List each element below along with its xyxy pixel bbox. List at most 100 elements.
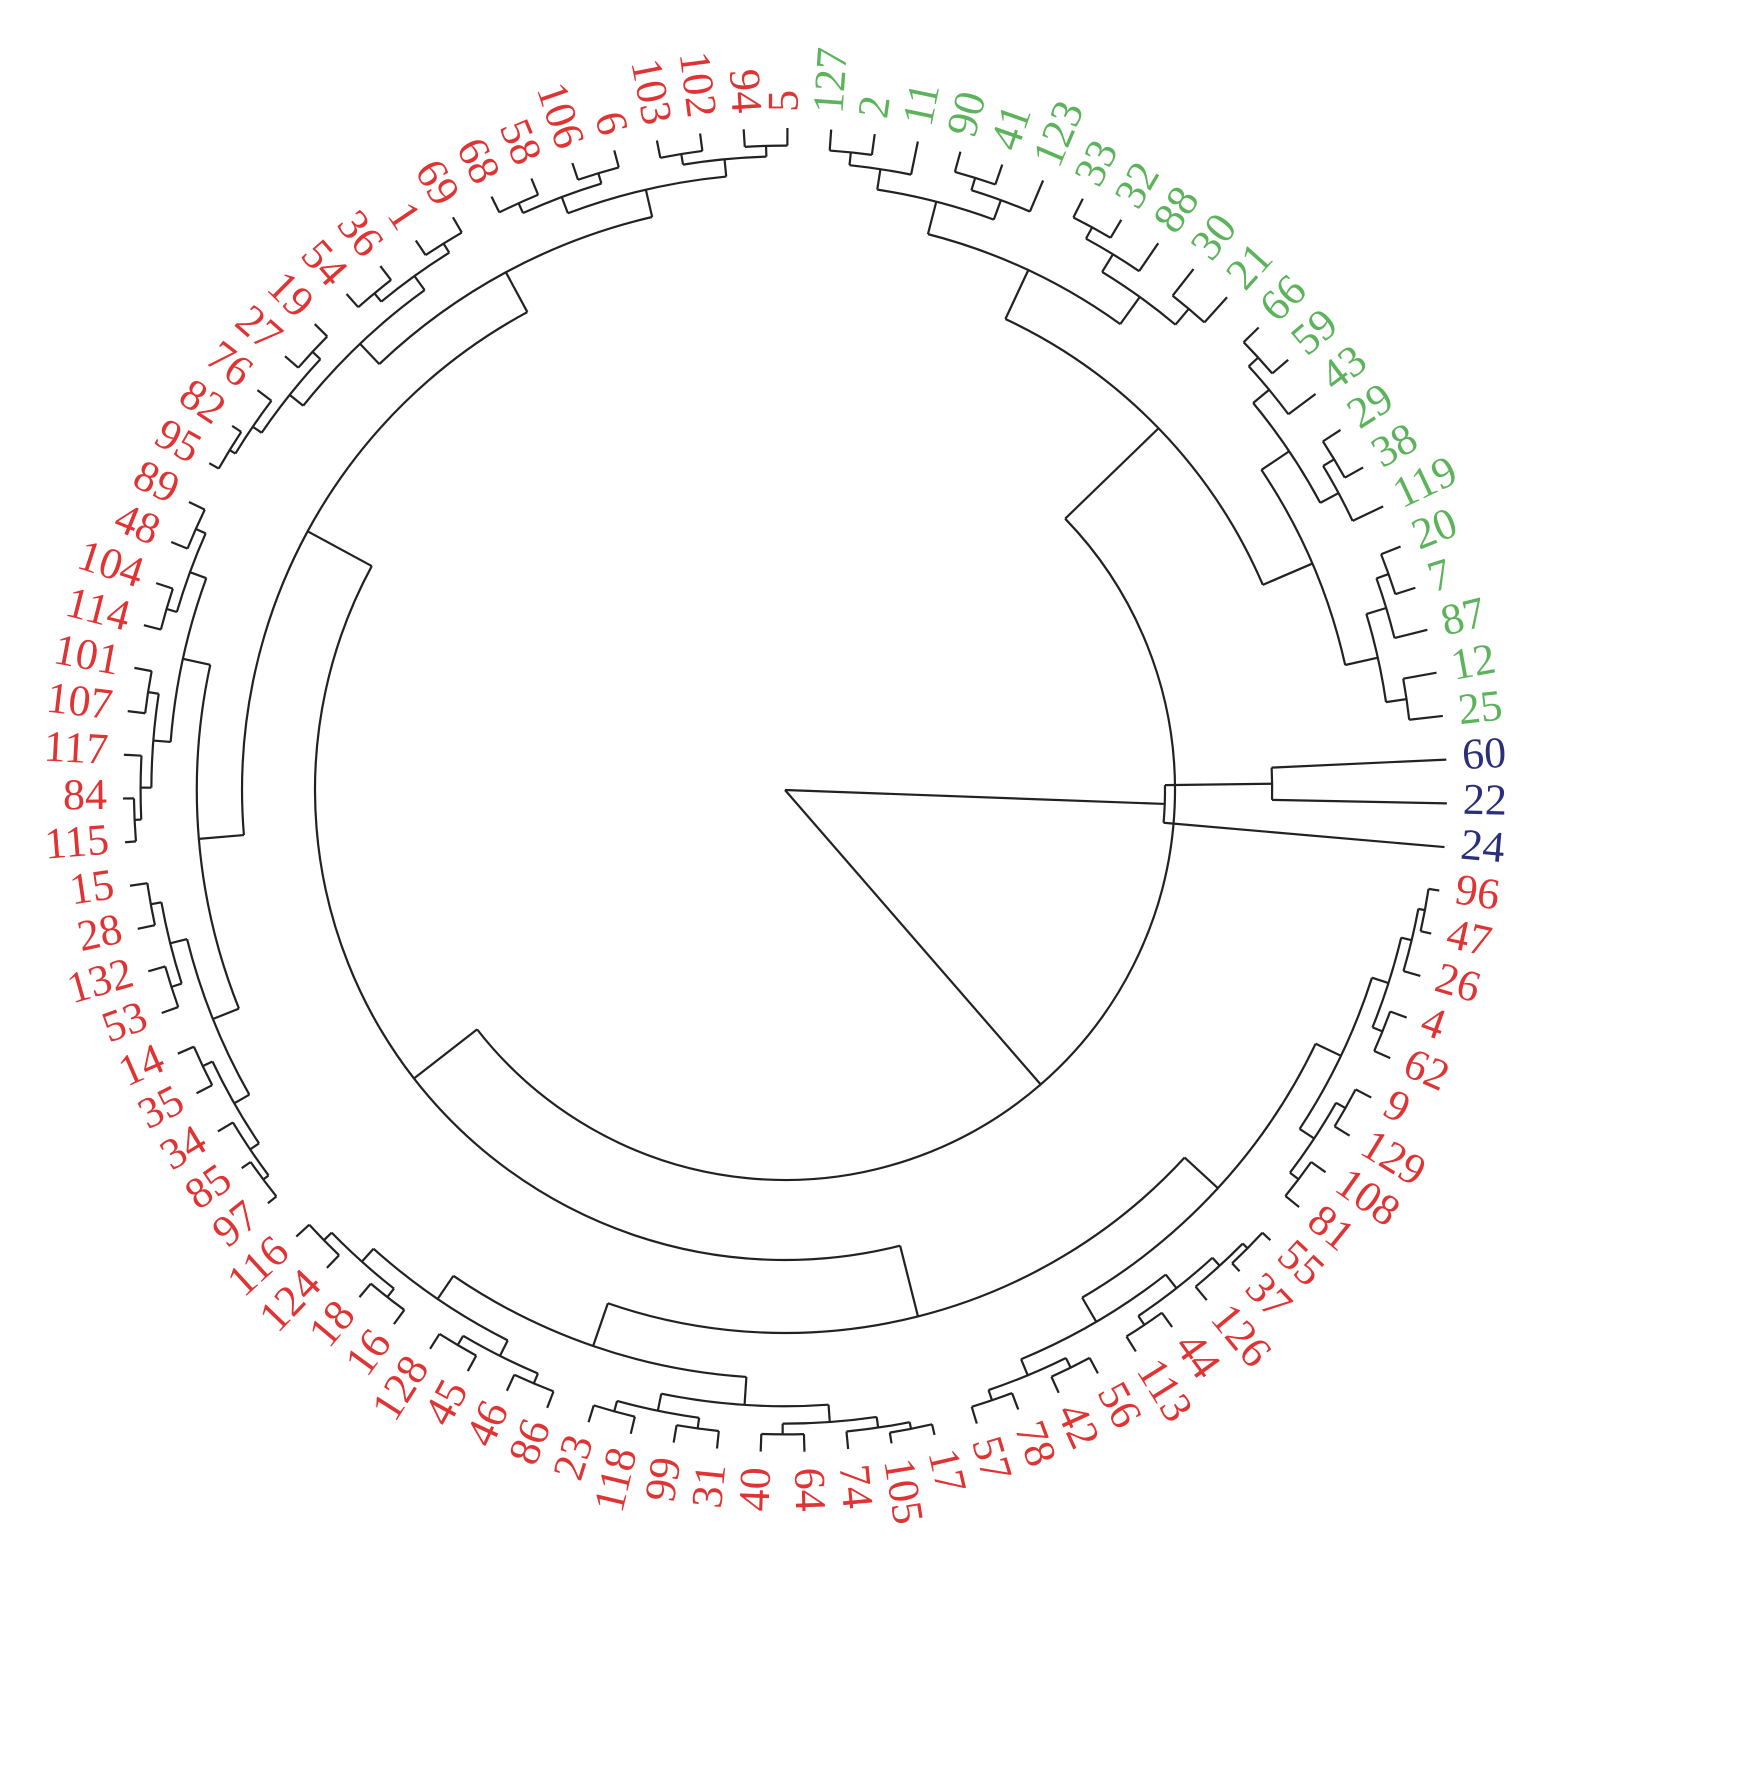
branch-line xyxy=(1196,1287,1207,1301)
branch-line xyxy=(234,1095,249,1104)
branch-line xyxy=(1401,938,1411,941)
branch-line xyxy=(614,150,619,167)
branch-line xyxy=(877,1417,879,1428)
branch-line xyxy=(785,790,1041,1084)
branch-line xyxy=(534,1373,538,1383)
branch-line xyxy=(468,1356,476,1371)
branch-line xyxy=(162,1007,179,1013)
branch-line xyxy=(128,711,145,713)
branch-line xyxy=(138,925,155,929)
branch-line xyxy=(593,1303,608,1346)
branch-line xyxy=(1138,1316,1144,1325)
branch-line xyxy=(646,190,652,217)
branch-line xyxy=(170,939,187,943)
branch-line xyxy=(134,668,151,671)
branch-arc xyxy=(1272,768,1273,800)
branch-arc xyxy=(972,1393,1012,1407)
branch-line xyxy=(1336,1103,1345,1108)
branch-arc xyxy=(134,798,136,841)
branch-arc xyxy=(1164,785,1165,823)
branch-line xyxy=(700,133,702,150)
branch-line xyxy=(1204,297,1227,322)
leaf-label: 5 xyxy=(759,90,808,112)
branch-line xyxy=(1390,1012,1407,1018)
branch-arc xyxy=(477,519,1175,1180)
branch-arc xyxy=(298,336,327,367)
branch-line xyxy=(890,1433,892,1444)
branch-line xyxy=(1429,889,1440,891)
branch-line xyxy=(148,966,165,971)
branch-line xyxy=(761,1434,762,1452)
branch-line xyxy=(312,352,320,359)
branch-arc xyxy=(1173,296,1205,323)
branch-line xyxy=(430,1334,439,1349)
branch-line xyxy=(125,841,136,842)
branch-line xyxy=(218,1122,233,1131)
branch-arc xyxy=(358,280,391,307)
leaf-label: 84 xyxy=(63,770,108,820)
branch-line xyxy=(213,1009,239,1019)
branch-line xyxy=(1212,1258,1219,1266)
branch-line xyxy=(144,625,161,629)
branch-line xyxy=(1394,630,1427,638)
branch-line xyxy=(911,141,918,174)
leaf-label: 6 xyxy=(585,106,638,140)
branch-line xyxy=(1102,254,1113,272)
branch-line xyxy=(1421,931,1432,933)
branch-arc xyxy=(440,1334,477,1356)
branch-line xyxy=(1272,760,1447,768)
branch-arc xyxy=(1403,909,1418,971)
branch-line xyxy=(1372,1027,1382,1031)
branch-line xyxy=(1111,220,1122,238)
branch-line xyxy=(232,426,241,432)
branch-line xyxy=(932,1424,934,1435)
branch-line xyxy=(1345,467,1363,477)
branch-line xyxy=(1386,699,1407,702)
branch-line xyxy=(1372,978,1389,983)
branch-line xyxy=(242,1162,251,1168)
branch-line xyxy=(1323,430,1341,441)
branch-line xyxy=(178,1047,194,1054)
branch-line xyxy=(531,179,538,195)
branch-arc xyxy=(1244,342,1273,373)
branch-line xyxy=(444,244,450,253)
branch-arc xyxy=(165,966,178,1007)
leaf-label: 24 xyxy=(1459,820,1507,873)
branch-line xyxy=(492,197,500,213)
branch-line xyxy=(199,835,244,839)
branch-line xyxy=(1175,309,1188,325)
leaf-label: 22 xyxy=(1462,775,1507,825)
branch-line xyxy=(1249,358,1258,367)
branch-line xyxy=(519,203,523,213)
branch-line xyxy=(171,984,181,987)
branch-arc xyxy=(1073,218,1110,238)
leaf-label: 115 xyxy=(43,815,111,869)
branch-line xyxy=(1285,1196,1299,1207)
branch-line xyxy=(1005,270,1028,319)
branch-line xyxy=(1272,360,1288,374)
branch-line xyxy=(829,1405,830,1422)
branch-line xyxy=(1345,658,1378,665)
leaf-label: 64 xyxy=(785,1467,835,1512)
branch-line xyxy=(268,1196,277,1203)
branch-line xyxy=(414,276,424,290)
branch-line xyxy=(148,692,159,694)
branch-line xyxy=(1262,1233,1270,1240)
branch-arc xyxy=(309,1225,339,1255)
branch-arc xyxy=(242,312,527,835)
branch-line xyxy=(1323,459,1334,466)
branch-line xyxy=(562,197,568,213)
branch-line xyxy=(1403,971,1420,976)
branch-line xyxy=(380,266,391,280)
branch-line xyxy=(507,1375,514,1391)
branch-line xyxy=(183,659,210,665)
leaf-label: 60 xyxy=(1461,728,1507,779)
branch-line xyxy=(1409,716,1443,720)
branch-line xyxy=(928,202,936,234)
branch-line xyxy=(972,1407,977,1424)
leaf-label: 40 xyxy=(730,1466,781,1512)
branch-arc xyxy=(971,190,1029,211)
branch-line xyxy=(153,741,170,742)
branch-line xyxy=(598,173,601,183)
